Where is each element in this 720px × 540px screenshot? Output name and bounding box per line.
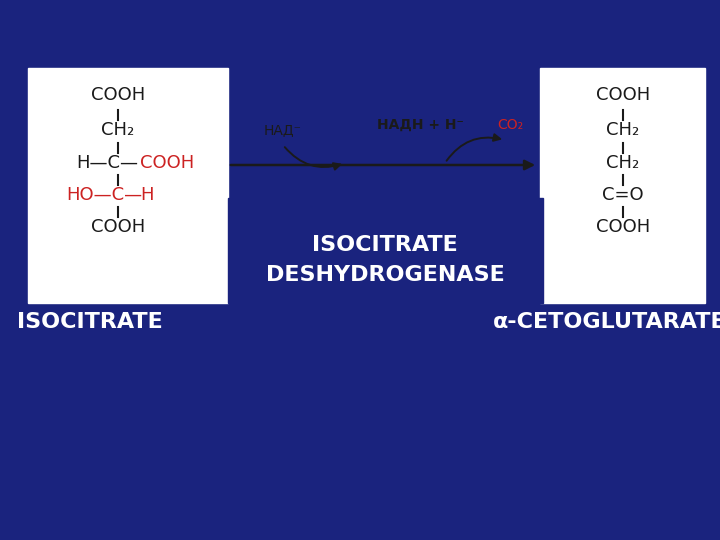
Text: CH₂: CH₂ (102, 121, 135, 139)
Text: α-CETOGLUTARATE: α-CETOGLUTARATE (493, 312, 720, 332)
Bar (540, 68, 705, 303)
Text: COOH: COOH (91, 86, 145, 104)
FancyArrowPatch shape (446, 134, 500, 161)
Text: COOH: COOH (140, 154, 194, 172)
Text: COOH: COOH (91, 218, 145, 236)
Text: HO—C—: HO—C— (66, 186, 142, 204)
Text: CH₂: CH₂ (606, 121, 639, 139)
FancyArrowPatch shape (285, 147, 341, 170)
Text: НАД⁻: НАД⁻ (264, 123, 302, 137)
Text: COOH: COOH (596, 86, 650, 104)
Text: CO₂: CO₂ (497, 118, 523, 132)
Bar (228, 198, 543, 303)
Text: CH₂: CH₂ (606, 154, 639, 172)
Bar (28, 68, 228, 303)
Text: COOH: COOH (596, 218, 650, 236)
Text: ISOCITRATE: ISOCITRATE (312, 235, 458, 255)
Text: ISOCITRATE: ISOCITRATE (17, 312, 163, 332)
Text: H: H (140, 186, 153, 204)
Text: DESHYDROGENASE: DESHYDROGENASE (266, 265, 505, 285)
Text: H—C—: H—C— (76, 154, 138, 172)
Text: C=O: C=O (602, 186, 644, 204)
Text: НАДН + Н⁻: НАДН + Н⁻ (377, 118, 464, 132)
